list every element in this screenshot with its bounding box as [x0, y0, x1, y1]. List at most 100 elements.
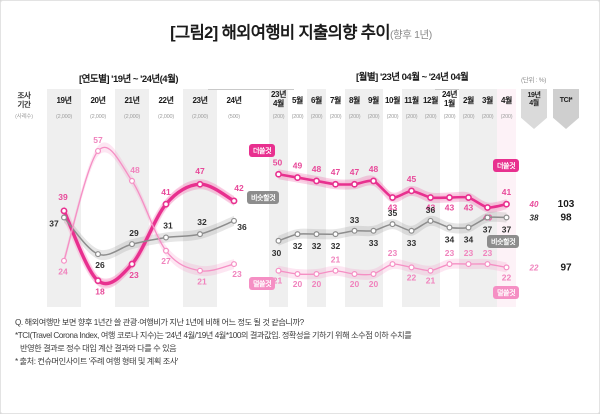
- column-label: 19년: [56, 96, 72, 105]
- column-label: 22년: [158, 96, 174, 105]
- data-point: [503, 214, 510, 221]
- data-point: [60, 207, 68, 215]
- data-point: [94, 147, 101, 154]
- data-label: 41: [161, 187, 171, 197]
- header-period-cell: 조사 기간 (사례수): [3, 89, 45, 129]
- data-label: 37: [49, 219, 59, 229]
- column-label: 7월: [329, 96, 341, 105]
- data-point: [370, 227, 377, 234]
- data-point: [351, 271, 358, 278]
- column-label: 21년: [124, 96, 140, 105]
- data-point: [408, 227, 415, 234]
- data-point: [313, 271, 320, 278]
- column-label: 3월: [481, 96, 493, 105]
- column-sample-size: (200): [424, 114, 437, 120]
- column-header: 11월 (200): [402, 89, 421, 129]
- data-label: 33: [350, 215, 360, 225]
- data-label: 50: [273, 157, 283, 167]
- data-label: 20: [293, 279, 303, 289]
- data-point: [60, 214, 67, 221]
- chart-grid: 19년 (2,000) 20년 (2,000) 21년 (2,000) 22년 (2,000)…: [1, 89, 599, 307]
- data-label: 36: [237, 222, 247, 232]
- data-label: 49: [293, 161, 303, 171]
- data-label: 21: [426, 276, 436, 286]
- data-label: 47: [195, 166, 205, 176]
- data-point: [230, 197, 238, 205]
- data-point: [484, 214, 491, 221]
- column-sample-size: (200): [272, 114, 285, 120]
- data-label: 33: [369, 238, 379, 248]
- data-label: 42: [234, 183, 244, 193]
- data-point: [196, 180, 204, 188]
- data-label: 21: [197, 277, 207, 287]
- data-point: [197, 267, 204, 274]
- column-sample-size: (2,000): [123, 114, 141, 120]
- data-point: [465, 224, 472, 231]
- data-label: 48: [130, 165, 140, 175]
- data-label: 18: [95, 287, 105, 297]
- column-header: 21년 (2,000): [115, 89, 149, 129]
- data-label: 41: [502, 187, 512, 197]
- series-same: 30 32 32 32 33 33 35 33 36 34 34 37 37: [272, 205, 512, 258]
- footnotes: Q. 해외여행만 보면 향후 1년간 쓸 관광·여행비가 지난 1년에 비해 어…: [1, 307, 599, 413]
- data-point: [446, 261, 453, 268]
- column-label: 12월: [422, 96, 439, 105]
- data-point: [313, 231, 320, 238]
- rule-24m: [435, 89, 459, 90]
- data-point: [231, 261, 238, 268]
- column-label: 5월: [291, 96, 303, 105]
- chart-column: 4월 (200): [497, 89, 516, 307]
- data-point: [351, 227, 358, 234]
- column-sample-size: (200): [500, 114, 513, 120]
- data-point: [465, 261, 472, 268]
- column-sample-size: (200): [348, 114, 361, 120]
- tci-value: 97: [560, 262, 572, 273]
- rule-23m: [269, 89, 294, 90]
- data-label: 30: [272, 248, 282, 258]
- header-ref-month: 4월: [529, 100, 539, 107]
- data-label: 32: [312, 241, 322, 251]
- data-label: 23: [129, 270, 139, 280]
- rule-24y: [208, 89, 269, 90]
- legend-less-right: 덜쓸것: [493, 286, 520, 299]
- column-label: 23년 4월: [270, 90, 287, 108]
- header-tci-label: TCI*: [559, 97, 573, 104]
- data-label: 57: [93, 135, 103, 145]
- column-sample-size: (200): [443, 114, 456, 120]
- column-sample-size: (200): [329, 114, 342, 120]
- series-less: 24 57 48 27 21 23: [58, 135, 242, 287]
- column-header: 6월 (200): [307, 89, 326, 129]
- caption-yearly: [연도별] '19년 ~ '24년(4월): [79, 74, 179, 85]
- column-header: 10월 (200): [383, 89, 402, 129]
- data-point: [60, 257, 67, 264]
- column-header: 12월 (200): [421, 89, 440, 129]
- data-point: [197, 231, 204, 238]
- data-point: [351, 180, 358, 188]
- tci-value: 98: [560, 213, 572, 224]
- data-point: [503, 200, 510, 208]
- data-label: 47: [331, 167, 341, 177]
- data-label: 23: [388, 248, 398, 258]
- data-label: 43: [464, 203, 474, 213]
- header-period-line1: 조사: [17, 91, 31, 100]
- data-point: [503, 264, 510, 271]
- column-header: 8월 (200): [345, 89, 364, 129]
- data-point: [294, 271, 301, 278]
- data-label: 20: [350, 279, 360, 289]
- column-label: 24년: [226, 96, 242, 105]
- data-point: [162, 200, 170, 208]
- ref-value: 38: [530, 214, 539, 223]
- data-label: 33: [407, 238, 417, 248]
- column-label: 6월: [310, 96, 322, 105]
- series-less: 21 20 20 21 20 20 23 22 21 23 23 23 22: [273, 248, 512, 289]
- data-label: 34: [445, 234, 455, 244]
- column-label: 4월: [500, 96, 512, 105]
- data-label: 21: [273, 276, 283, 286]
- column-header: 19년 (2,000): [47, 89, 81, 129]
- column-sample-size: (2,000): [157, 114, 175, 120]
- column-header: 20년 (2,000): [81, 89, 115, 129]
- column-label: 8월: [348, 96, 360, 105]
- column-header: 22년 (2,000): [149, 89, 183, 129]
- column-header: 3월 (200): [478, 89, 497, 129]
- data-point: [484, 261, 491, 268]
